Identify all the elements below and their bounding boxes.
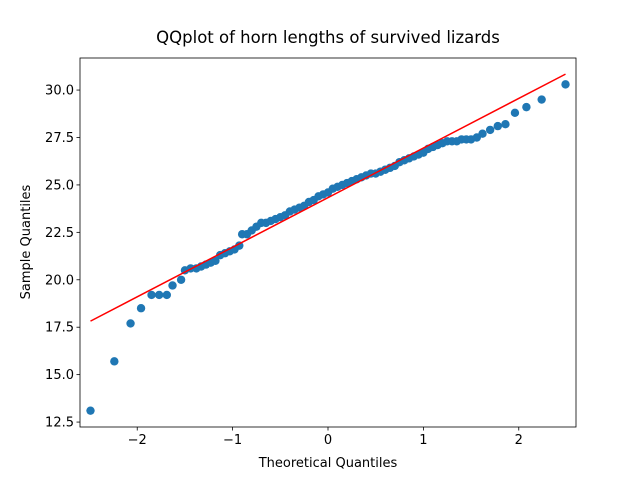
data-point bbox=[168, 281, 177, 290]
reference-line bbox=[90, 73, 566, 322]
data-point bbox=[126, 319, 135, 328]
x-tick-label: 0 bbox=[324, 433, 332, 448]
x-tick-label: 2 bbox=[515, 433, 523, 448]
data-point bbox=[86, 406, 95, 415]
data-point bbox=[211, 256, 220, 266]
data-point bbox=[537, 95, 546, 104]
x-tick-label: −1 bbox=[223, 433, 242, 448]
data-point bbox=[501, 120, 510, 129]
chart-title: QQplot of horn lengths of survived lizar… bbox=[156, 28, 500, 47]
data-point bbox=[136, 304, 146, 313]
data-point bbox=[561, 80, 570, 89]
data-point bbox=[162, 290, 171, 300]
data-point bbox=[493, 121, 502, 131]
data-point bbox=[176, 275, 186, 284]
x-axis-label: Theoretical Quantiles bbox=[258, 456, 398, 471]
y-tick-label: 17.5 bbox=[45, 321, 74, 336]
y-tick-label: 30.0 bbox=[45, 84, 74, 99]
data-point bbox=[485, 125, 495, 135]
y-tick-label: 22.5 bbox=[45, 226, 74, 241]
data-point bbox=[478, 129, 487, 138]
y-tick-label: 25.0 bbox=[45, 178, 74, 193]
y-tick-label: 15.0 bbox=[45, 368, 74, 383]
y-tick-label: 27.5 bbox=[45, 131, 74, 146]
data-point bbox=[510, 108, 520, 118]
data-point bbox=[154, 290, 164, 300]
x-tick-label: 1 bbox=[419, 433, 427, 448]
x-tick-label: −2 bbox=[128, 433, 147, 448]
y-tick-label: 20.0 bbox=[45, 273, 74, 288]
data-point bbox=[235, 241, 244, 250]
data-point bbox=[110, 357, 119, 366]
y-axis-label: Sample Quantiles bbox=[19, 184, 34, 299]
data-point bbox=[147, 290, 156, 300]
y-tick-label: 12.5 bbox=[45, 416, 74, 431]
data-point bbox=[522, 102, 531, 112]
